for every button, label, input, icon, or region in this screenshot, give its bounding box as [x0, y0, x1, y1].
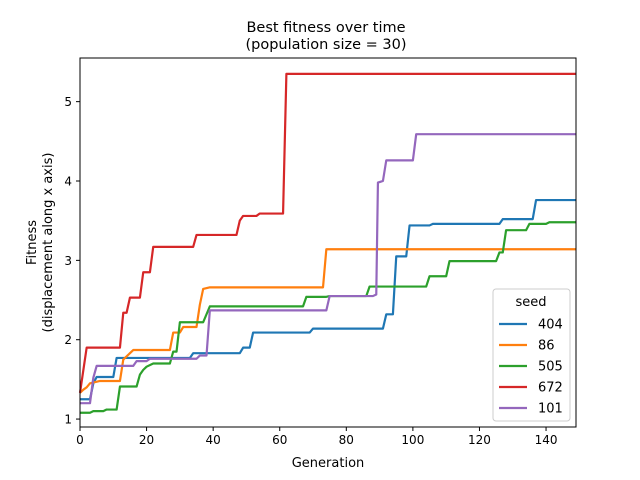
legend-items: 404 86 505 672 101	[499, 318, 563, 417]
legend-label-505: 505	[538, 360, 563, 375]
legend-label-672: 672	[538, 381, 563, 396]
y-tick-label: 5	[64, 95, 72, 109]
legend-label-86: 86	[538, 339, 555, 354]
y-tick-label: 2	[64, 333, 72, 347]
legend-label-101: 101	[538, 402, 563, 417]
series-line-101	[80, 133, 576, 405]
x-tick-label: 120	[468, 433, 491, 447]
y-tick-label: 3	[64, 254, 72, 268]
x-tick-label: 40	[206, 433, 221, 447]
x-axis-ticks: 0 20 40 60 80 100 120 140	[76, 427, 557, 447]
series-line-672	[78, 72, 576, 394]
y-axis-ticks: 1 2 3 4 5	[64, 95, 80, 427]
x-tick-label: 80	[339, 433, 354, 447]
y-tick-label: 1	[64, 413, 72, 427]
x-tick-label: 100	[401, 433, 424, 447]
series-line-505	[80, 221, 576, 414]
y-tick-label: 4	[64, 175, 72, 189]
plot-frame	[79, 57, 577, 428]
x-tick-label: 140	[535, 433, 558, 447]
legend: seed 404 86 505 672 101	[492, 288, 571, 422]
y-axis-label: Fitness	[25, 220, 40, 265]
series-layer	[78, 72, 576, 414]
x-tick-label: 60	[272, 433, 287, 447]
chart-subtitle: (population size = 30)	[245, 37, 406, 53]
x-axis-label: Generation	[292, 456, 365, 471]
x-tick-label: 20	[139, 433, 154, 447]
legend-label-404: 404	[538, 318, 563, 333]
y-axis-label-secondary: (displacement along x axis)	[41, 153, 56, 333]
chart-title: Best fitness over time	[246, 20, 405, 36]
legend-title: seed	[515, 295, 546, 310]
series-line-404	[80, 198, 576, 401]
x-tick-label: 0	[76, 433, 84, 447]
